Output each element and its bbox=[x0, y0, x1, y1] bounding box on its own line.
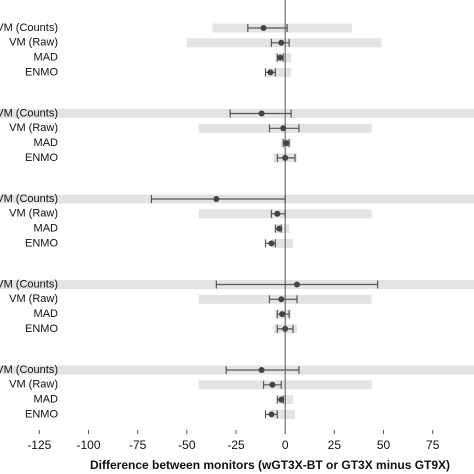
row-label: VM (Raw) bbox=[9, 293, 58, 305]
x-tick-label: 75 bbox=[426, 438, 440, 452]
mean-point bbox=[282, 325, 289, 332]
x-tick-label: -125 bbox=[27, 438, 51, 452]
row-label: MAD bbox=[34, 308, 59, 320]
limits-of-agreement bbox=[271, 238, 294, 248]
mean-point bbox=[213, 196, 220, 202]
row-label: VM (Raw) bbox=[9, 379, 58, 391]
mean-point bbox=[260, 25, 267, 31]
x-tick-label: -50 bbox=[178, 438, 196, 452]
row-label: VM (Counts) bbox=[0, 22, 58, 34]
row-label: ENMO bbox=[25, 152, 58, 164]
row-label: ENMO bbox=[25, 237, 58, 249]
mean-point bbox=[267, 69, 274, 76]
error-bar bbox=[247, 24, 288, 32]
x-tick-label: 25 bbox=[328, 438, 342, 452]
mean-point bbox=[258, 367, 265, 373]
x-axis-label: Difference between monitors (wGT3X-BT or… bbox=[90, 458, 450, 472]
mean-point bbox=[269, 381, 276, 388]
mean-point bbox=[279, 311, 286, 318]
mean-point bbox=[268, 411, 275, 418]
x-tick-label: 50 bbox=[377, 438, 391, 452]
limits-of-agreement bbox=[267, 67, 292, 77]
plot-area bbox=[0, 0, 474, 430]
mean-point bbox=[258, 110, 265, 117]
x-tick-label: -25 bbox=[227, 438, 245, 452]
x-tick-label: -100 bbox=[76, 438, 100, 452]
mean-point bbox=[282, 154, 289, 161]
row-label: MAD bbox=[34, 52, 59, 64]
row-label: VM (Counts) bbox=[0, 107, 58, 119]
row-label: ENMO bbox=[25, 66, 58, 78]
row-label: ENMO bbox=[25, 323, 58, 335]
row-label: MAD bbox=[34, 223, 59, 235]
mean-point bbox=[274, 210, 281, 217]
row-label: VM (Counts) bbox=[0, 278, 58, 290]
row-label: MAD bbox=[34, 137, 59, 149]
x-tick-label: 0 bbox=[282, 438, 289, 452]
row-label: ENMO bbox=[25, 408, 58, 420]
mean-point bbox=[278, 396, 285, 403]
row-label: VM (Counts) bbox=[0, 193, 58, 205]
mean-point bbox=[293, 281, 300, 288]
row-label: VM (Raw) bbox=[9, 37, 58, 49]
row-label: VM (Raw) bbox=[9, 208, 58, 220]
row-label: MAD bbox=[34, 394, 59, 406]
mean-point bbox=[278, 296, 285, 303]
mean-point bbox=[277, 54, 284, 61]
mean-point bbox=[276, 225, 283, 232]
limits-of-agreement bbox=[271, 409, 296, 419]
mean-point bbox=[278, 39, 285, 46]
row-label: VM (Counts) bbox=[0, 364, 58, 376]
x-tick-label: -75 bbox=[129, 438, 147, 452]
mean-point bbox=[268, 240, 275, 247]
mean-point bbox=[283, 140, 290, 147]
row-label: VM (Raw) bbox=[9, 122, 58, 134]
mean-point bbox=[280, 125, 287, 132]
